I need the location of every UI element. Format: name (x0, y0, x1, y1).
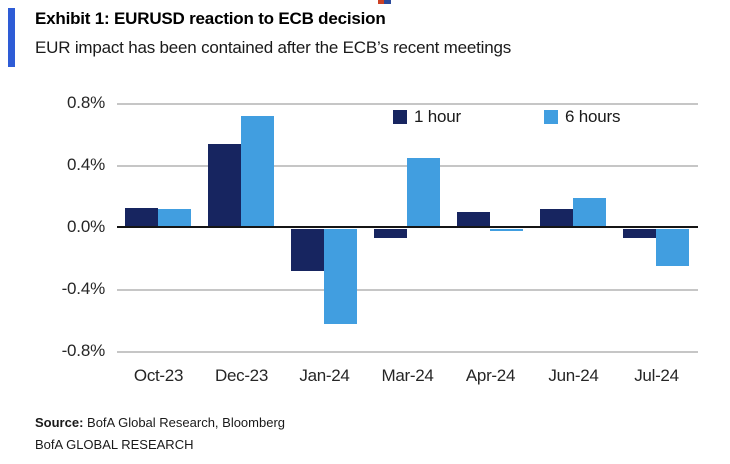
bar-1hour-Jan-24 (291, 229, 324, 271)
legend-swatch-6hours (544, 110, 558, 124)
brand-line: BofA GLOBAL RESEARCH (35, 437, 194, 452)
exhibit-title: Exhibit 1: EURUSD reaction to ECB decisi… (35, 9, 386, 28)
exhibit-accent-bar (8, 8, 15, 67)
x-tick-label: Jul-24 (634, 366, 679, 385)
source-text: BofA Global Research, Bloomberg (83, 415, 286, 430)
legend-item-1hour: 1 hour (393, 107, 461, 127)
bar-6hours-Mar-24 (407, 158, 440, 228)
source-label: Source: (35, 415, 84, 430)
bar-6hours-Apr-24 (490, 229, 523, 231)
bar-1hour-Oct-23 (125, 208, 158, 228)
y-tick-label: 0.0% (67, 217, 105, 236)
page-crop-artifact (378, 0, 384, 4)
x-tick-label: Apr-24 (465, 366, 516, 385)
bar-group-Jan-24 (283, 103, 366, 353)
bar-1hour-Apr-24 (457, 212, 490, 228)
page-crop-artifact (384, 0, 391, 4)
bar-1hour-Dec-23 (208, 144, 241, 228)
bar-group-Apr-24 (449, 103, 532, 353)
bar-6hours-Dec-23 (241, 116, 274, 228)
source-line: Source: BofA Global Research, Bloomberg (35, 415, 635, 430)
y-tick-label: 0.4% (67, 155, 105, 174)
bar-group-Dec-23 (200, 103, 283, 353)
legend-label-1hour: 1 hour (414, 107, 462, 126)
x-tick-label: Jan-24 (299, 366, 350, 385)
bar-1hour-Jul-24 (623, 229, 656, 238)
x-tick-label: Jun-24 (548, 366, 599, 385)
bar-1hour-Jun-24 (540, 209, 573, 228)
y-tick-label: -0.8% (61, 341, 106, 360)
bar-6hours-Jul-24 (656, 229, 689, 266)
legend-swatch-1hour (393, 110, 407, 124)
x-tick-label: Dec-23 (214, 366, 268, 385)
exhibit-subtitle: EUR impact has been contained after the … (35, 38, 512, 57)
bar-group-Oct-23 (117, 103, 200, 353)
legend-item-6hours: 6 hours (544, 107, 621, 127)
gridline-0.8 (117, 103, 698, 105)
bar-group-Mar-24 (366, 103, 449, 353)
bar-group-Jun-24 (532, 103, 615, 353)
y-tick-label: -0.4% (61, 279, 106, 298)
bar-6hours-Jun-24 (573, 198, 606, 228)
x-tick-label: Oct-23 (133, 366, 184, 385)
gridline-neg0.4 (117, 289, 698, 291)
bar-group-Jul-24 (615, 103, 698, 353)
bar-1hour-Mar-24 (374, 229, 407, 238)
gridline-neg0.8 (117, 351, 698, 353)
plot-area (117, 103, 698, 353)
zero-axis-line (117, 226, 698, 228)
legend-label-6hours: 6 hours (565, 107, 621, 126)
bar-6hours-Oct-23 (158, 209, 191, 228)
bar-6hours-Jan-24 (324, 229, 357, 324)
x-tick-label: Mar-24 (381, 366, 434, 385)
y-tick-label: 0.8% (67, 93, 105, 112)
